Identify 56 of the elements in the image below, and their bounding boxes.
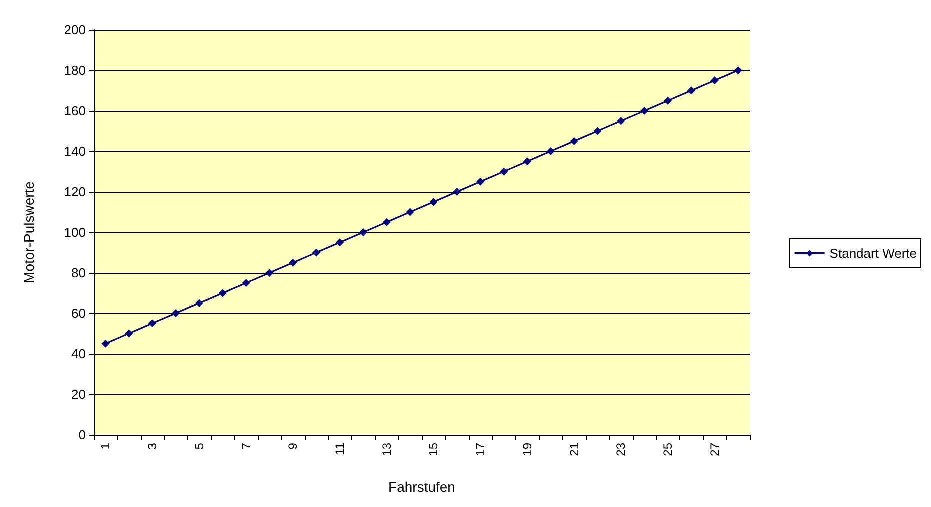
x-tick-label: 15: [426, 442, 441, 456]
x-tick-label: 17: [474, 442, 488, 456]
y-tick-label: 140: [64, 144, 86, 159]
y-tick-label: 60: [72, 306, 86, 321]
point: [687, 86, 696, 95]
point: [359, 228, 368, 236]
point: [125, 330, 134, 338]
legend-label: Standart Werte: [830, 246, 918, 261]
x-tick-label: 11: [333, 442, 347, 456]
point: [476, 178, 485, 186]
point: [710, 76, 719, 85]
x-tick-label: 9: [286, 442, 300, 450]
x-tick-label: 1: [98, 442, 113, 450]
x-tick-label: 13: [380, 442, 394, 456]
x-tick-label: 7: [239, 442, 254, 450]
x-tick-label: 23: [614, 442, 628, 456]
point: [664, 96, 672, 105]
x-tick-label: 27: [708, 442, 722, 456]
y-tick-label: 100: [64, 225, 86, 240]
point: [382, 218, 391, 226]
y-axis-title: Motor-Pulswerte: [21, 181, 37, 284]
y-tick-label: 180: [64, 63, 86, 78]
point: [500, 168, 508, 176]
point: [195, 299, 204, 308]
point: [640, 107, 649, 115]
point: [453, 188, 462, 196]
point: [102, 340, 110, 348]
y-tick-label: 80: [72, 266, 86, 280]
x-axis-title: Fahrstufen: [388, 479, 456, 495]
y-tick-label: 160: [64, 104, 86, 118]
x-tick-label: 19: [520, 442, 534, 456]
x-tick-label: 5: [192, 442, 206, 450]
point: [172, 310, 180, 318]
point: [570, 137, 578, 146]
point: [617, 117, 626, 126]
y-tick-label: 200: [64, 22, 86, 38]
y-tick-label: 40: [72, 346, 86, 362]
x-tick-label: 21: [567, 442, 582, 456]
point: [336, 238, 344, 247]
point: [148, 320, 157, 328]
point: [312, 248, 321, 257]
point: [523, 158, 532, 166]
point: [406, 208, 414, 216]
x-tick-label: 25: [661, 442, 675, 456]
point: [734, 66, 742, 74]
point: [242, 279, 250, 288]
point: [289, 258, 298, 267]
x-tick-label: 3: [146, 442, 160, 450]
point: [430, 198, 438, 206]
y-tick-label: 120: [64, 184, 86, 200]
point: [594, 127, 602, 136]
y-tick-label: 20: [72, 387, 86, 402]
y-tick-label: 0: [78, 428, 86, 442]
point: [546, 148, 555, 156]
point: [266, 269, 274, 277]
point: [218, 289, 227, 298]
